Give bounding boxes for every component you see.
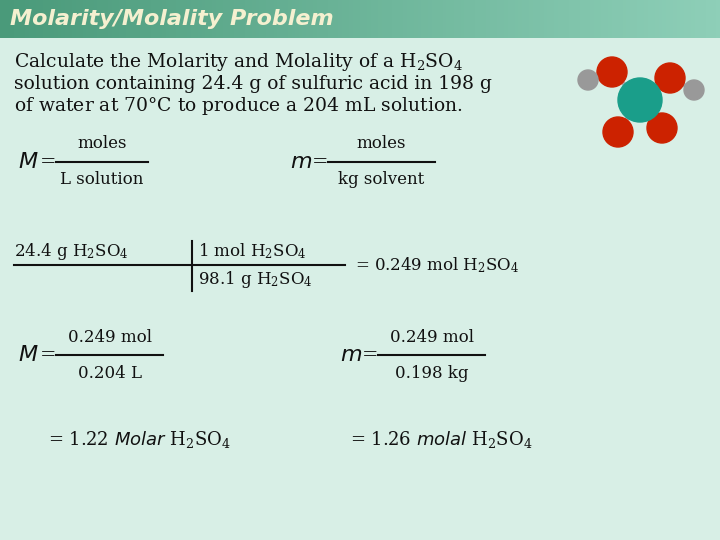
Text: 0.204 L: 0.204 L [78, 364, 142, 381]
Text: = 1.22 $\mathit{Molar}$ $\mathregular{H_2SO_4}$: = 1.22 $\mathit{Molar}$ $\mathregular{H_… [48, 429, 231, 450]
Text: 0.249 mol: 0.249 mol [68, 328, 151, 346]
Text: $\mathit{M}$: $\mathit{M}$ [18, 344, 39, 366]
Text: Calculate the Molarity and Molality of a $\mathregular{H_2SO_4}$: Calculate the Molarity and Molality of a… [14, 51, 463, 73]
Circle shape [578, 70, 598, 90]
Circle shape [655, 63, 685, 93]
Text: $\mathit{m}$: $\mathit{m}$ [340, 344, 362, 366]
Text: 24.4 g $\mathregular{H_2SO_4}$: 24.4 g $\mathregular{H_2SO_4}$ [14, 240, 129, 261]
Text: =: = [362, 346, 379, 364]
Text: =: = [312, 153, 328, 171]
Text: 98.1 g $\mathregular{H_2SO_4}$: 98.1 g $\mathregular{H_2SO_4}$ [198, 268, 312, 289]
Text: 0.249 mol: 0.249 mol [390, 328, 474, 346]
Text: moles: moles [356, 136, 406, 152]
Text: $\mathit{M}$: $\mathit{M}$ [18, 151, 39, 173]
Text: kg solvent: kg solvent [338, 172, 425, 188]
Circle shape [618, 78, 662, 122]
Circle shape [603, 117, 633, 147]
Text: = 1.26 $\mathit{molal}$ $\mathregular{H_2SO_4}$: = 1.26 $\mathit{molal}$ $\mathregular{H_… [350, 429, 533, 450]
Text: 0.198 kg: 0.198 kg [395, 364, 468, 381]
Text: solution containing 24.4 g of sulfuric acid in 198 g: solution containing 24.4 g of sulfuric a… [14, 75, 492, 93]
Text: 1 mol $\mathregular{H_2SO_4}$: 1 mol $\mathregular{H_2SO_4}$ [198, 241, 307, 261]
Circle shape [597, 57, 627, 87]
Text: = 0.249 mol $\mathregular{H_2SO_4}$: = 0.249 mol $\mathregular{H_2SO_4}$ [355, 255, 519, 275]
Text: of water at 70$\mathregular{°}$C to produce a 204 mL solution.: of water at 70$\mathregular{°}$C to prod… [14, 95, 463, 117]
Text: $\mathit{m}$: $\mathit{m}$ [290, 151, 312, 173]
Text: moles: moles [77, 136, 127, 152]
Text: =: = [40, 153, 56, 171]
Text: =: = [40, 346, 56, 364]
Text: L solution: L solution [60, 172, 144, 188]
Circle shape [647, 113, 677, 143]
Text: Molarity/Molality Problem: Molarity/Molality Problem [10, 9, 333, 29]
Circle shape [684, 80, 704, 100]
